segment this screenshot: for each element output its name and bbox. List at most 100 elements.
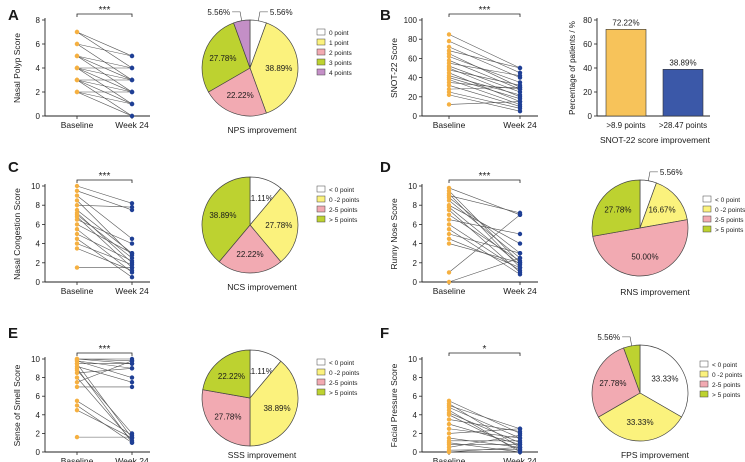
panel-letter-a: A [8,7,19,24]
bar-category-label: >28.47 points [659,121,707,130]
paired-line-d [448,243,521,264]
y-axis-label-d: Runny Nose Score [389,198,399,270]
week24-point-a [129,53,135,59]
significance-bracket-e [76,352,133,356]
x-tick-label-d: Baseline [433,286,466,296]
paired-line-c [76,195,133,240]
week24-point-f [517,449,523,455]
paired-line-c [76,212,133,264]
paired-line-d [448,197,521,254]
paired-line-a [76,91,133,117]
week24-point-a [129,101,135,107]
pie-slice-d [591,179,641,237]
paired-line-b [448,53,521,88]
paired-line-d [448,214,521,262]
y-tick-label-b: 0 [413,112,418,121]
week24-point-b [517,85,523,90]
paired-line-f [448,407,521,439]
legend-label-f: 0 -2 points [712,372,743,379]
baseline-point-b [446,83,452,88]
paired-line-e [76,377,133,442]
week24-point-d [517,241,523,246]
paired-line-e [76,358,133,364]
significance-label-e: *** [99,344,111,355]
legend-swatch-d [702,215,712,223]
paired-line-a [76,55,133,69]
legend-label-a: 1 point [329,40,349,47]
y-tick-label-a: 8 [36,16,41,25]
week24-point-f [517,438,523,444]
paired-line-d [448,219,521,235]
paired-line-f [448,442,521,453]
baseline-point-b [446,44,452,50]
legend-swatch-e [316,388,326,396]
y-tick-label-c: 10 [31,182,40,191]
pie-label-d: 27.78% [604,205,631,214]
week24-point-b [517,73,523,78]
week24-point-b [517,99,523,104]
paired-line-c [76,233,133,262]
pie-slice-c [201,176,251,263]
legend-label-a: 4 points [329,70,353,77]
paired-line-b [448,34,521,69]
legend-label-a: 2 points [329,50,353,57]
bar-y-tick-label: 40 [583,64,592,73]
pie-slice-a [249,22,299,114]
week24-point-a [129,65,135,71]
baseline-point-d [446,231,452,237]
paired-line-c [76,185,133,204]
legend-swatch-a [316,48,326,56]
pie-label-a: 38.89% [265,64,292,73]
chart-title-e: SSS improvement [228,450,297,460]
paired-line-d [448,228,521,275]
legend-label-a: 0 point [329,30,349,37]
paired-line-e [76,369,133,434]
significance-bracket-c [76,179,133,183]
paired-line-b [448,67,521,98]
baseline-point-d [446,241,452,246]
baseline-point-e [74,380,80,385]
paired-line-b [448,82,521,90]
bar-y-tick-label: 20 [583,88,592,97]
legend-swatch-c [316,195,326,203]
legend-label-f: > 5 points [712,392,741,399]
y-tick-label-e: 2 [36,429,41,438]
week24-point-e [129,366,135,371]
baseline-point-c [74,246,80,251]
pie-label-e: 38.89% [263,404,290,413]
baseline-point-d [446,279,452,285]
pie-label-d: 5.56% [660,168,683,177]
legend-label-d: 0 -2 points [715,207,745,214]
week24-point-c [129,251,135,256]
week24-point-f [517,426,523,431]
legend-swatch-a [316,38,326,46]
baseline-point-e [74,407,80,413]
pie-label-d: 50.00% [631,252,658,261]
baseline-point-d [446,217,452,222]
legend-swatch-f [699,380,709,388]
legend-swatch-c [316,185,326,193]
y-tick-label-b: 80 [408,35,417,44]
baseline-point-c [74,188,80,193]
paired-line-e [76,409,133,439]
significance-bracket-b [448,13,521,17]
significance-label-a: *** [99,5,111,16]
paired-line-e [76,360,133,369]
y-tick-label-a: 6 [36,40,41,49]
pie-label-a: 27.78% [209,54,236,63]
legend-label-e: 2-5 points [329,380,358,387]
paired-line-a [76,67,133,81]
baseline-point-f [446,426,452,431]
legend-label-c: < 0 point [329,187,354,194]
paired-line-c [76,214,133,259]
pie-slice-d [639,182,688,229]
paired-line-f [448,434,521,448]
pie-label-f: 33.33% [651,375,678,384]
baseline-point-e [74,403,80,408]
chart-title-c: NCS improvement [227,282,297,292]
bar-category-label: >8.9 points [606,121,645,130]
panel-letter-b: B [380,7,391,24]
bar-value-label: 72.22% [612,18,639,27]
paired-line-d [448,257,521,283]
